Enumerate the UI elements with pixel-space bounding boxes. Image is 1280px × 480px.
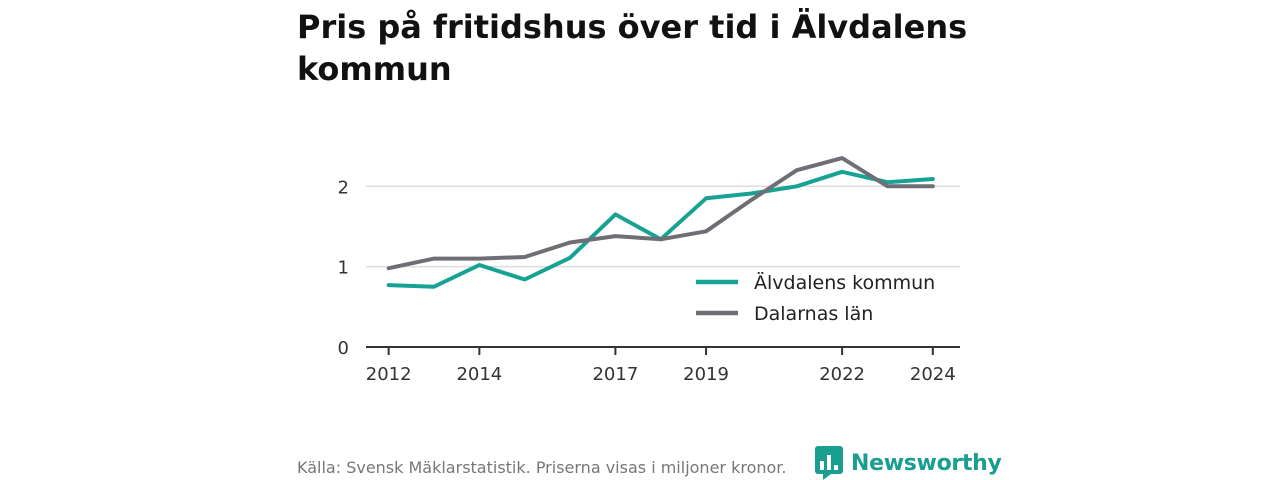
legend-label: Dalarnas län [754,303,873,325]
newsworthy-logo: Newsworthy [815,446,1002,480]
y-tick-label: 2 [338,177,349,198]
x-tick-label: 2024 [910,364,956,385]
x-tick-label: 2017 [592,364,638,385]
legend: Älvdalens kommun Dalarnas län [696,271,935,325]
series-line-alvdalens-kommun [386,169,935,289]
x-tick-label: 2012 [366,364,412,385]
x-axis: 2012 2014 2017 2019 2022 2024 [366,346,960,385]
x-tick-label: 2019 [683,364,729,385]
legend-label: Älvdalens kommun [754,271,935,294]
grid-lines: 0 1 2 [338,177,960,359]
source-note: Källa: Svensk Mäklarstatistik. Priserna … [297,458,787,477]
series-line-dalarnas-lan [386,156,935,271]
y-tick-label: 1 [338,258,349,279]
newsworthy-logo-icon [815,446,843,480]
y-tick-label: 0 [338,338,349,359]
x-tick-label: 2014 [456,364,502,385]
series-lines [386,156,935,289]
chart-title: Pris på fritidshus över tid i Älvdalens … [297,8,968,88]
x-tick-label: 2022 [819,364,865,385]
line-chart: 0 1 2 2012 2014 2017 2019 2022 2024 Älvdalens k… [338,156,960,385]
newsworthy-logo-text: Newsworthy [851,450,1002,476]
